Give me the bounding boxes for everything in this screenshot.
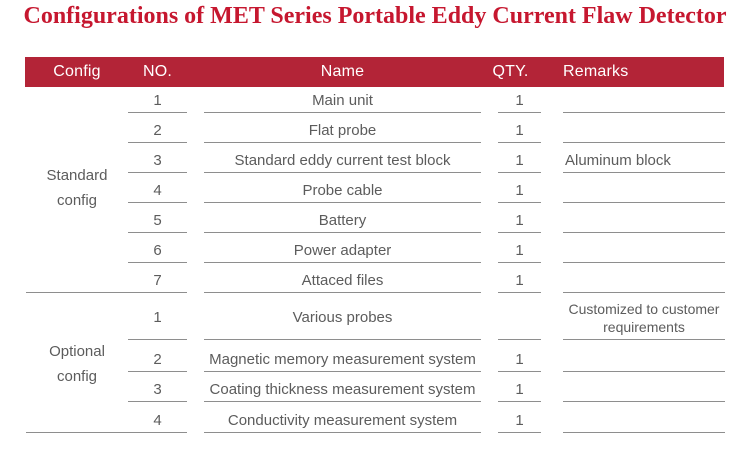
header-no: NO. [142, 63, 173, 80]
header-name: Name [320, 63, 365, 80]
cell-name: Magnetic memory measurement system [204, 342, 481, 372]
cell-name: Various probes [204, 297, 481, 340]
cell-no: 1 [128, 85, 187, 113]
config-group-label: Optional config [49, 343, 105, 385]
table-row: 1 Main unit 1 [0, 85, 750, 113]
config-group-standard: Standard config [26, 85, 128, 291]
table-row: 2 Flat probe 1 [0, 115, 750, 143]
cell-qty: 1 [498, 265, 541, 293]
cell-remarks [563, 115, 725, 143]
cell-name: Probe cable [204, 175, 481, 203]
cell-remarks [563, 342, 725, 372]
cell-qty [498, 297, 541, 340]
cell-name: Power adapter [204, 235, 481, 263]
table-row: 7 Attaced files 1 [0, 265, 750, 293]
cell-no: 1 [128, 297, 187, 340]
cell-no: 5 [128, 205, 187, 233]
table-row: 1 Various probes Customized to customer … [0, 297, 750, 340]
cell-no: 4 [128, 175, 187, 203]
cell-no: 4 [128, 404, 187, 433]
section-divider [26, 291, 187, 293]
cell-no: 2 [128, 115, 187, 143]
cell-name: Conductivity measurement system [204, 404, 481, 433]
cell-remarks [563, 404, 725, 433]
cell-qty: 1 [498, 175, 541, 203]
cell-qty: 1 [498, 145, 541, 173]
header-config: Config [53, 63, 101, 80]
cell-no: 3 [128, 374, 187, 402]
cell-remarks [563, 374, 725, 402]
table-row: 3 Standard eddy current test block 1 Alu… [0, 145, 750, 173]
table-row: 2 Magnetic memory measurement system 1 [0, 342, 750, 372]
cell-no: 3 [128, 145, 187, 173]
cell-name: Coating thickness measurement system [204, 374, 481, 402]
section-divider [26, 431, 187, 433]
cell-qty: 1 [498, 205, 541, 233]
cell-name: Attaced files [204, 265, 481, 293]
header-qty: QTY. [492, 63, 529, 80]
cell-remarks [563, 265, 725, 293]
table-row: 4 Conductivity measurement system 1 [0, 404, 750, 433]
cell-name: Flat probe [204, 115, 481, 143]
cell-no: 2 [128, 342, 187, 372]
cell-name: Standard eddy current test block [204, 145, 481, 173]
cell-qty: 1 [498, 374, 541, 402]
header-remarks: Remarks [563, 63, 629, 80]
cell-remarks [563, 175, 725, 203]
cell-qty: 1 [498, 404, 541, 433]
cell-remarks [563, 235, 725, 263]
cell-name: Battery [204, 205, 481, 233]
table-row: 5 Battery 1 [0, 205, 750, 233]
table-row: 3 Coating thickness measurement system 1 [0, 374, 750, 402]
cell-remarks: Customized to customer requirements [563, 297, 725, 340]
table-row: 6 Power adapter 1 [0, 235, 750, 263]
table-row: 4 Probe cable 1 [0, 175, 750, 203]
cell-name: Main unit [204, 85, 481, 113]
cell-no: 6 [128, 235, 187, 263]
cell-qty: 1 [498, 342, 541, 372]
cell-remarks [563, 85, 725, 113]
cell-remarks [563, 205, 725, 233]
config-group-optional: Optional config [26, 297, 128, 431]
cell-remarks: Aluminum block [563, 145, 725, 173]
page-title: Configurations of MET Series Portable Ed… [23, 3, 727, 29]
cell-qty: 1 [498, 235, 541, 263]
cell-no: 7 [128, 265, 187, 293]
cell-qty: 1 [498, 85, 541, 113]
cell-qty: 1 [498, 115, 541, 143]
config-group-label: Standard config [46, 167, 108, 209]
table-header-bar: Config NO. Name QTY. Remarks [25, 57, 724, 87]
